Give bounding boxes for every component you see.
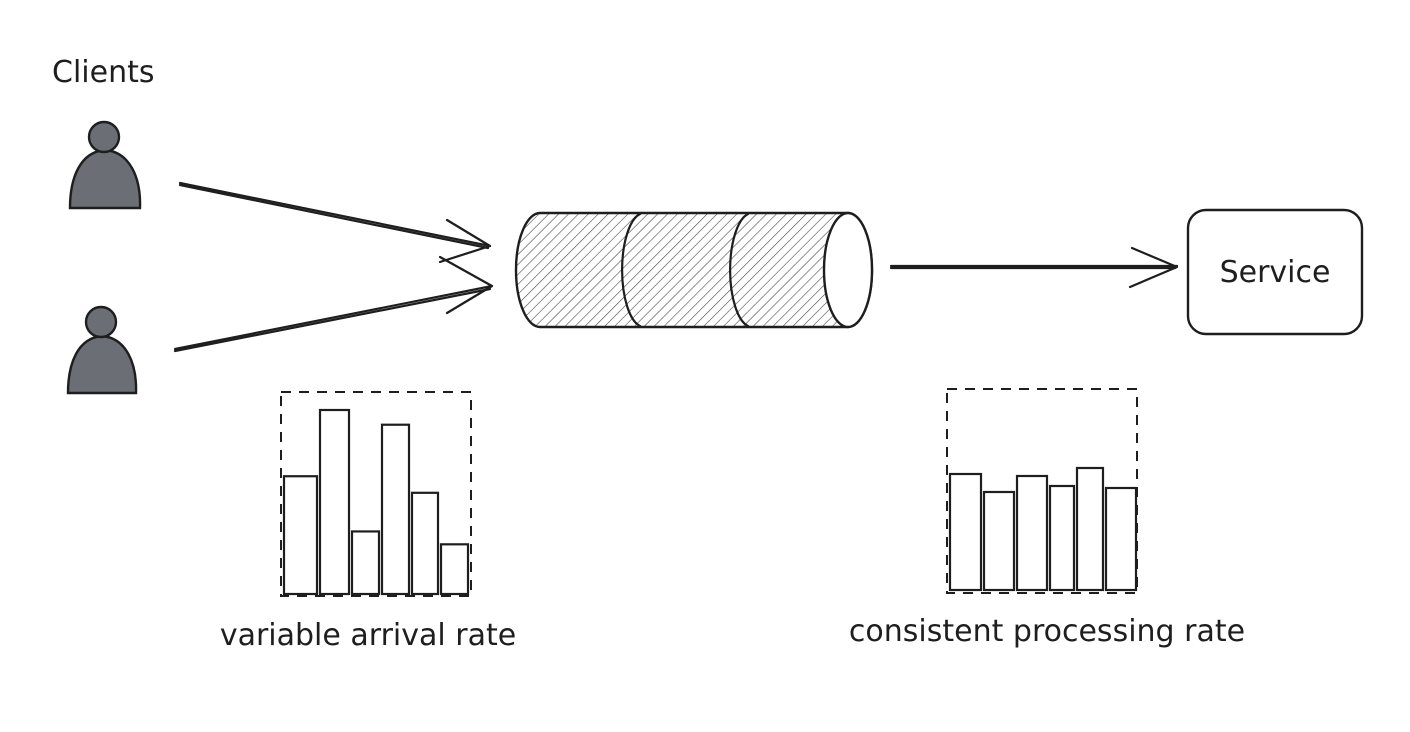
processing-bar-4 <box>1048 484 1076 592</box>
arrival-bar-3 <box>350 530 381 596</box>
arrival-rate-chart <box>280 391 472 597</box>
arrival-bar-4 <box>380 423 411 596</box>
arrow-client1-to-queue <box>178 181 492 264</box>
processing-bar-5 <box>1075 466 1105 592</box>
arrow-client2-to-queue <box>173 255 494 353</box>
processing-bar-2 <box>982 490 1016 592</box>
processing-rate-label: consistent processing rate <box>849 614 1245 649</box>
service-label: Service <box>1220 255 1331 290</box>
processing-rate-chart <box>946 388 1138 594</box>
client-person-icon-1 <box>68 120 142 210</box>
arrival-bar-6 <box>439 543 470 596</box>
processing-bars <box>948 466 1138 592</box>
arrival-bar-1 <box>282 475 319 596</box>
arrival-rate-label: variable arrival rate <box>220 618 516 653</box>
arrow-queue-to-service <box>889 246 1179 289</box>
processing-bar-3 <box>1015 474 1049 592</box>
queue-cylinder <box>514 211 874 329</box>
clients-label: Clients <box>52 55 154 90</box>
client-person-icon-2 <box>66 305 138 395</box>
service-box: Service <box>1186 208 1364 336</box>
arrival-bar-2 <box>318 408 351 596</box>
processing-bar-1 <box>948 472 983 592</box>
arrival-bar-5 <box>410 491 440 596</box>
arrival-bars <box>282 408 470 596</box>
processing-bar-6 <box>1104 486 1138 592</box>
